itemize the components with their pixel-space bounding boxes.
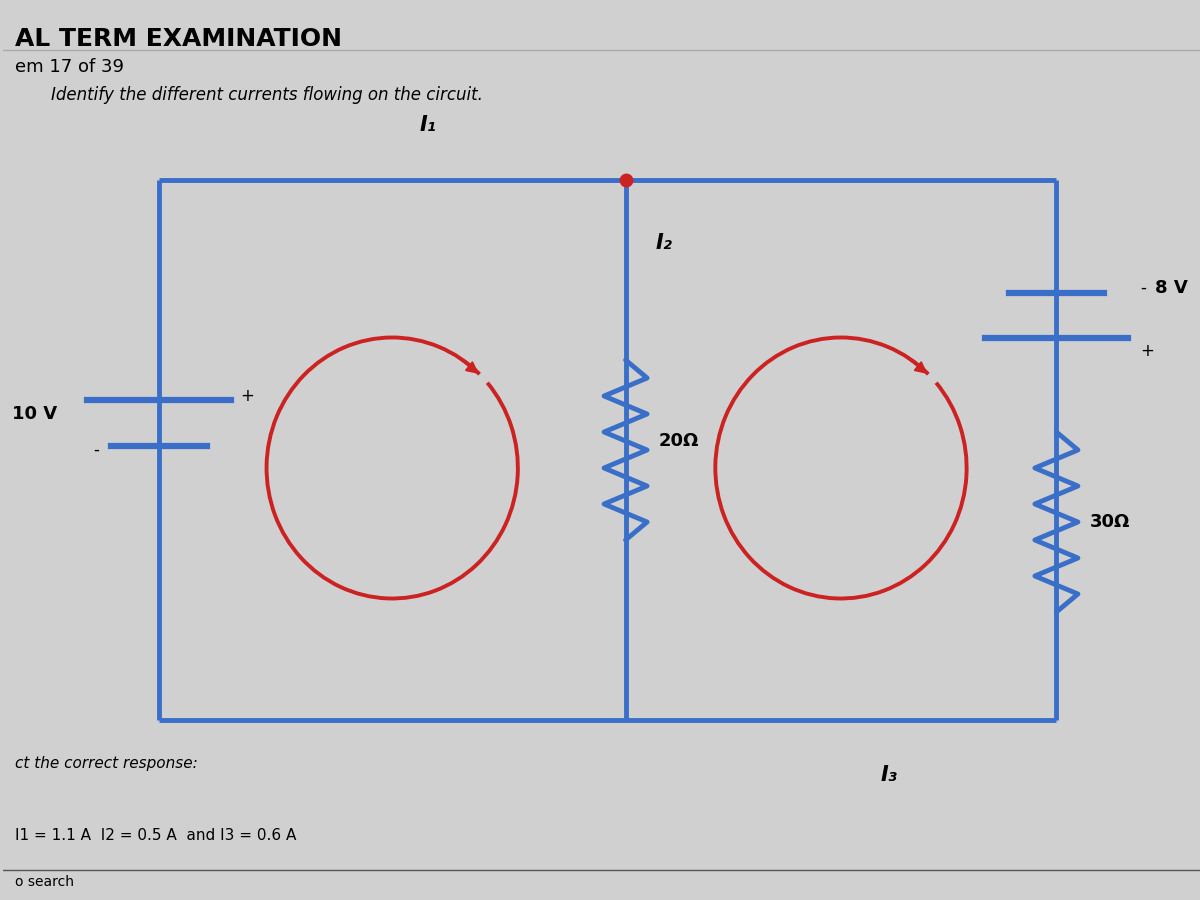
Text: I₂: I₂ [655, 233, 672, 253]
Text: I₃: I₃ [881, 765, 898, 785]
Text: 20Ω: 20Ω [659, 432, 700, 450]
Text: -: - [1140, 279, 1146, 297]
Text: +: + [1140, 342, 1154, 360]
Text: Identify the different currents flowing on the circuit.: Identify the different currents flowing … [52, 86, 484, 104]
Text: +: + [240, 387, 254, 405]
Text: -: - [94, 441, 100, 459]
Text: 8 V: 8 V [1154, 279, 1187, 297]
Text: I₁: I₁ [420, 115, 437, 135]
Text: I1 = 1.1 A  I2 = 0.5 A  and I3 = 0.6 A: I1 = 1.1 A I2 = 0.5 A and I3 = 0.6 A [16, 828, 296, 843]
Text: AL TERM EXAMINATION: AL TERM EXAMINATION [16, 27, 342, 51]
Text: 10 V: 10 V [12, 405, 58, 423]
Text: 30Ω: 30Ω [1090, 513, 1130, 531]
Text: o search: o search [16, 875, 74, 889]
Text: ct the correct response:: ct the correct response: [16, 756, 198, 771]
Text: em 17 of 39: em 17 of 39 [16, 58, 125, 76]
